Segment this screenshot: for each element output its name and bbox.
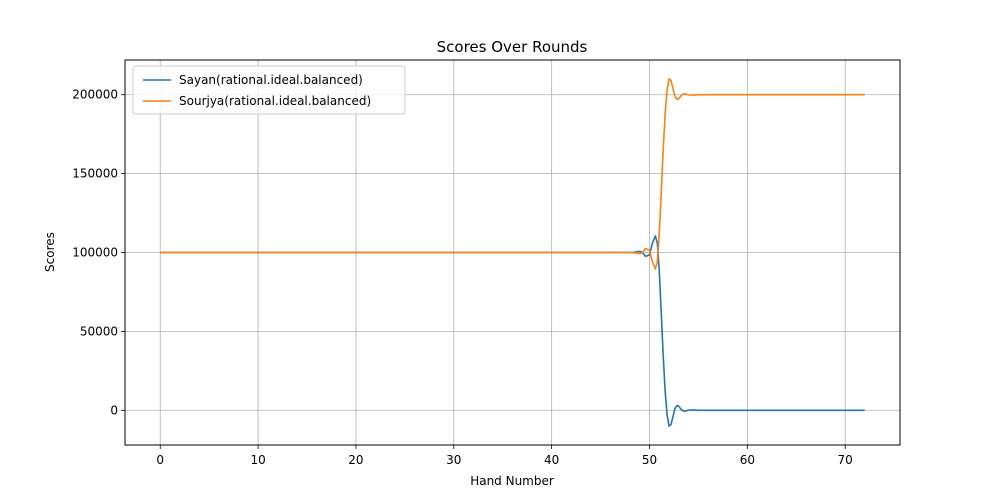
legend-label: Sourjya(rational.ideal.balanced)	[179, 94, 371, 108]
series-layer	[160, 78, 865, 427]
x-tick-label: 60	[740, 453, 755, 467]
x-axis-label: Hand Number	[470, 474, 554, 488]
y-axis-label: Scores	[43, 232, 57, 272]
y-tick-label: 200000	[72, 88, 118, 102]
y-tick-label: 150000	[72, 167, 118, 181]
y-axis: 0 50000 100000 150000 200000	[72, 88, 125, 417]
legend-label: Sayan(rational.ideal.balanced)	[179, 73, 363, 87]
x-tick-label: 20	[348, 453, 363, 467]
chart-title: Scores Over Rounds	[437, 38, 588, 56]
x-axis: 0 10 20 30 40 50 60 70	[156, 445, 853, 467]
y-tick-label: 50000	[80, 324, 118, 338]
y-tick-label: 100000	[72, 246, 118, 260]
legend-box	[132, 65, 406, 115]
x-tick-label: 30	[446, 453, 461, 467]
x-tick-label: 10	[250, 453, 265, 467]
x-tick-label: 50	[642, 453, 657, 467]
x-tick-label: 70	[838, 453, 853, 467]
x-tick-label: 0	[156, 453, 164, 467]
x-tick-label: 40	[544, 453, 559, 467]
legend: Sayan(rational.ideal.balanced) Sourjya(ra…	[132, 65, 406, 115]
y-tick-label: 0	[110, 403, 118, 417]
series-line-1	[160, 78, 865, 270]
